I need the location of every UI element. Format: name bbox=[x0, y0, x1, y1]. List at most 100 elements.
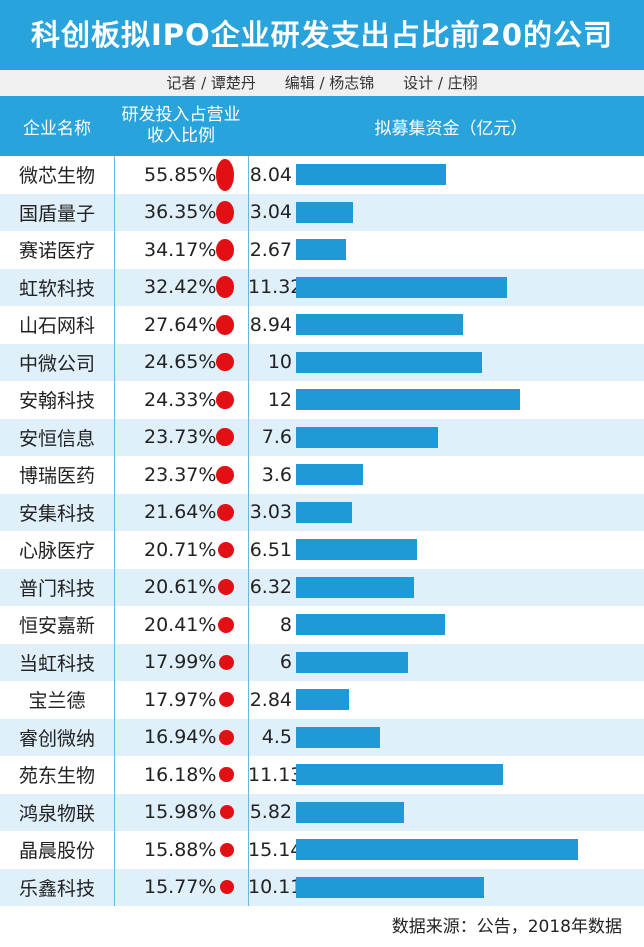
ratio-dot bbox=[216, 276, 234, 299]
ratio-cell: 17.99% bbox=[114, 651, 248, 673]
funds-cell: 11.13 bbox=[248, 756, 644, 794]
funds-bar bbox=[296, 201, 353, 223]
funds-cell: 6.51 bbox=[248, 531, 644, 569]
company-name: 乐鑫科技 bbox=[18, 877, 95, 900]
ratio-label: 21.64% bbox=[144, 501, 217, 524]
ratio-dot bbox=[216, 353, 234, 372]
funds-label: 2.84 bbox=[249, 688, 292, 711]
ratio-dot bbox=[219, 805, 234, 820]
company-name: 睿创微纳 bbox=[18, 727, 95, 750]
company-name: 微芯生物 bbox=[18, 165, 95, 188]
ratio-header-line1: 研发投入占营业 bbox=[121, 105, 241, 125]
funds-cell: 2.67 bbox=[248, 231, 644, 269]
credits-bar: 记者 / 谭楚丹 编辑 / 杨志锦 设计 / 庄栩 bbox=[0, 70, 644, 96]
company-name: 鸿泉物联 bbox=[18, 802, 95, 825]
ratio-label: 23.37% bbox=[144, 463, 217, 486]
company-column-header: 企业名称 bbox=[23, 118, 91, 139]
funds-bar bbox=[296, 839, 578, 861]
ratio-label: 20.71% bbox=[144, 538, 217, 561]
funds-label: 6 bbox=[279, 651, 292, 674]
reporter-credit: 记者 / 谭楚丹 bbox=[166, 74, 256, 92]
company-name: 心脉医疗 bbox=[18, 540, 95, 563]
funds-cell: 6.32 bbox=[248, 569, 644, 607]
ratio-label: 15.88% bbox=[144, 838, 217, 861]
company-name: 宝兰德 bbox=[28, 690, 86, 713]
funds-cell: 5.82 bbox=[248, 794, 644, 832]
company-name: 赛诺医疗 bbox=[18, 240, 95, 263]
company-name: 苑东生物 bbox=[18, 765, 95, 788]
ratio-label: 20.41% bbox=[144, 613, 217, 636]
funds-label: 2.67 bbox=[249, 238, 292, 261]
company-name: 普门科技 bbox=[18, 577, 95, 600]
ratio-label: 55.85% bbox=[144, 163, 217, 186]
funds-label: 8.04 bbox=[249, 163, 292, 186]
company-name: 恒安嘉新 bbox=[18, 615, 95, 638]
company-name: 安翰科技 bbox=[18, 390, 95, 413]
ratio-cell: 17.97% bbox=[114, 689, 248, 711]
funds-bar bbox=[296, 164, 446, 186]
funds-cell: 3.6 bbox=[248, 456, 644, 494]
table-row: 睿创微纳 16.94% 4.5 bbox=[0, 718, 644, 756]
ratio-cell: 15.98% bbox=[114, 801, 248, 823]
ratio-cell: 32.42% bbox=[114, 276, 248, 298]
table-row: 心脉医疗 20.71% 6.51 bbox=[0, 531, 644, 569]
table-row: 普门科技 20.61% 6.32 bbox=[0, 568, 644, 607]
funds-bar bbox=[296, 764, 504, 786]
funds-cell: 7.6 bbox=[248, 419, 644, 457]
funds-cell: 15.14 bbox=[248, 831, 644, 869]
ratio-label: 17.99% bbox=[144, 651, 217, 674]
ratio-cell: 23.73% bbox=[114, 426, 248, 448]
company-name: 安恒信息 bbox=[18, 427, 95, 450]
editor-credit: 编辑 / 杨志锦 bbox=[284, 74, 375, 92]
funds-cell: 3.03 bbox=[248, 494, 644, 532]
company-name: 博瑞医药 bbox=[18, 465, 95, 488]
ratio-cell: 16.18% bbox=[114, 764, 248, 786]
funds-cell: 8.04 bbox=[248, 156, 644, 194]
funds-bar bbox=[296, 689, 349, 711]
funds-label: 3.04 bbox=[249, 201, 292, 224]
table-row: 恒安嘉新 20.41% 8 bbox=[0, 606, 644, 644]
funds-label: 12 bbox=[267, 388, 292, 411]
funds-bar bbox=[296, 426, 438, 448]
ratio-cell: 36.35% bbox=[114, 200, 248, 224]
ratio-label: 17.97% bbox=[144, 688, 217, 711]
funds-cell: 8.94 bbox=[248, 306, 644, 344]
funds-bar bbox=[296, 576, 414, 598]
ratio-dot bbox=[216, 314, 234, 335]
ratio-label: 34.17% bbox=[144, 238, 217, 261]
ratio-cell: 24.65% bbox=[114, 351, 248, 373]
ratio-dot bbox=[216, 238, 234, 261]
ratio-dot bbox=[217, 579, 234, 596]
funds-bar bbox=[296, 614, 445, 636]
company-name: 安集科技 bbox=[18, 502, 95, 525]
funds-cell: 6 bbox=[248, 644, 644, 682]
ratio-dot bbox=[217, 616, 234, 633]
ratio-cell: 15.88% bbox=[114, 839, 248, 861]
ratio-dot bbox=[219, 880, 234, 895]
ratio-label: 32.42% bbox=[144, 276, 217, 299]
table-row: 微芯生物 55.85% 8.04 bbox=[0, 156, 644, 194]
title-banner: 科创板拟IPO企业研发支出占比前20的公司 bbox=[0, 0, 644, 70]
table-row: 虹软科技 32.42% 11.32 bbox=[0, 268, 644, 306]
table-body: 微芯生物 55.85% 8.04 国盾量子 36.35% 3.04 赛诺医疗 34.17% 2.… bbox=[0, 156, 644, 906]
ratio-label: 24.65% bbox=[144, 351, 217, 374]
ratio-cell: 24.33% bbox=[114, 389, 248, 411]
table-row: 鸿泉物联 15.98% 5.82 bbox=[0, 793, 644, 832]
table-row: 博瑞医药 23.37% 3.6 bbox=[0, 456, 644, 494]
table-row: 宝兰德 17.97% 2.84 bbox=[0, 681, 644, 719]
funds-label: 8 bbox=[279, 613, 292, 636]
funds-bar bbox=[296, 239, 346, 261]
funds-bar bbox=[296, 726, 380, 748]
funds-label: 15.14 bbox=[248, 838, 303, 861]
funds-bar bbox=[296, 651, 408, 673]
ratio-cell: 20.41% bbox=[114, 614, 248, 636]
funds-bar bbox=[296, 351, 483, 373]
ratio-label: 15.98% bbox=[144, 801, 217, 824]
funds-label: 3.03 bbox=[249, 501, 292, 524]
ratio-dot bbox=[216, 200, 234, 224]
table-row: 晶晨股份 15.88% 15.14 bbox=[0, 831, 644, 869]
ratio-dot bbox=[218, 654, 234, 670]
funds-label: 7.6 bbox=[261, 426, 292, 449]
ratio-cell: 21.64% bbox=[114, 501, 248, 523]
table-row: 山石网科 27.64% 8.94 bbox=[0, 306, 644, 344]
